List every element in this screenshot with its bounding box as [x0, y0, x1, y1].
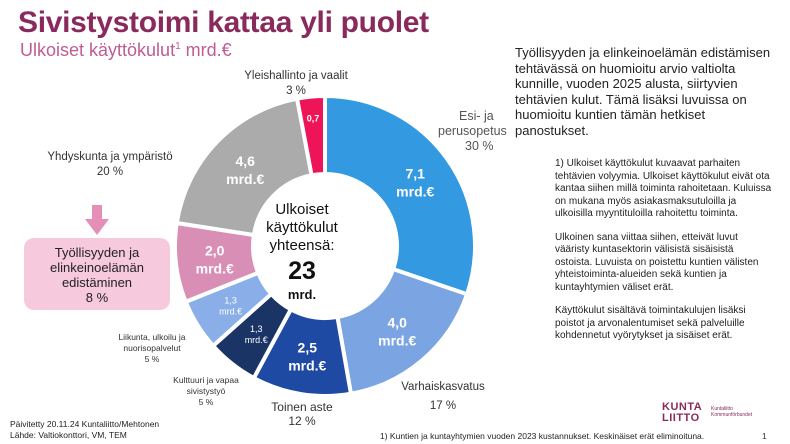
- callout-employment: Työllisyyden ja elinkeinoelämän edistämi…: [24, 238, 170, 310]
- callout-line: Työllisyyden ja: [54, 245, 140, 260]
- outer-label-pct: 3 %: [286, 85, 306, 97]
- notes-panel: 1) Ulkoiset käyttökulut kuvaavat parhait…: [555, 158, 773, 354]
- footer-source-line: Lähde: Valtiokonttori, VM, TEM: [10, 429, 127, 440]
- outer-label-toinen-aste: Toinen aste 12 %: [271, 400, 333, 428]
- page-title: Sivistystoimi kattaa yli puolet: [18, 6, 429, 39]
- slice-value-label: 1,3 mrd.€: [219, 295, 242, 316]
- subtitle-footnote-mark: 1: [175, 41, 181, 52]
- donut-slice: [174, 96, 314, 238]
- center-total: 23: [288, 257, 316, 285]
- slice-value-label: 1,3 mrd.€: [245, 324, 268, 345]
- callout-line: elinkeinoelämän: [50, 260, 144, 275]
- callout-line: edistäminen: [61, 275, 133, 290]
- donut-slice: [323, 93, 477, 297]
- center-unit: mrd.: [288, 287, 316, 302]
- footnote: 1) Kuntien ja kuntayhtymien vuoden 2023 …: [380, 431, 705, 441]
- center-label-line1: Ulkoiset: [275, 201, 329, 218]
- slice-value-label: 7,1 mrd.€: [396, 165, 434, 199]
- footer-updated: Päivitetty 20.11.24 Kuntaliitto/Mehtonen: [10, 419, 160, 429]
- subtitle-unit: mrd.€: [185, 40, 232, 60]
- down-arrow-icon: [85, 205, 109, 235]
- outer-label-yleishallinto: Yleishallinto ja vaalit 3 %: [244, 70, 348, 97]
- slice-value-label: 0,7: [307, 114, 320, 124]
- outer-label-yhdyskunta: Yhdyskunta ja ympäristö 20 %: [47, 151, 172, 178]
- footer-source: Päivitetty 20.11.24 Kuntaliitto/Mehtonen…: [10, 419, 159, 440]
- callout-pct: 8 %: [85, 290, 109, 305]
- page-number: 1: [762, 431, 767, 441]
- intro-text: Työllisyyden ja elinkeinoelämän edistämi…: [515, 45, 771, 138]
- outer-label-varhaiskasvatus: Varhaiskasvatus 17 %: [401, 381, 485, 412]
- page-subtitle: Ulkoiset käyttökulut1 mrd.€: [20, 40, 232, 61]
- kuntaliitto-logo: KUNTA LIITTO Kuntaliitto Kommunförbundet: [662, 401, 752, 428]
- note-paragraph: Ulkoinen sana viittaa siihen, ettei­vät …: [555, 231, 759, 293]
- note-paragraph: 1) Ulkoiset käyttökulut kuvaavat parhait…: [555, 158, 772, 219]
- outer-label-esi: Esi- ja perusopetus 30 %: [438, 109, 507, 153]
- center-label-line3: yhteensä:: [269, 237, 334, 254]
- subtitle-text: Ulkoiset käyttökulut: [20, 40, 176, 60]
- outer-label-liikunta: Liikunta, ulkoilu ja nuorisopalvelut 5 %: [118, 332, 185, 364]
- slice-value-label: 4,0 mrd.€: [378, 314, 416, 348]
- logo-tagline: Kuntaliitto Kommunförbundet: [711, 406, 753, 418]
- outer-label-name: Yleishallinto ja vaalit: [244, 70, 348, 82]
- outer-label-kulttuuri: Kulttuuri ja vapaa sivistystyö 5 %: [173, 375, 239, 407]
- logo-word: KUNTA LIITTO: [662, 401, 703, 424]
- slice-value-label: 2,0 mrd.€: [196, 243, 234, 277]
- donut-slice: [294, 93, 327, 178]
- slice-value-label: 4,6 mrd.€: [226, 153, 264, 187]
- slice-value-label: 2,5 mrd.€: [288, 340, 326, 374]
- center-label-line2: käyttökulut: [266, 219, 339, 236]
- donut-slice: [335, 266, 470, 397]
- note-paragraph: Käyttökulut sisältävä toimintakulujen li…: [555, 305, 746, 341]
